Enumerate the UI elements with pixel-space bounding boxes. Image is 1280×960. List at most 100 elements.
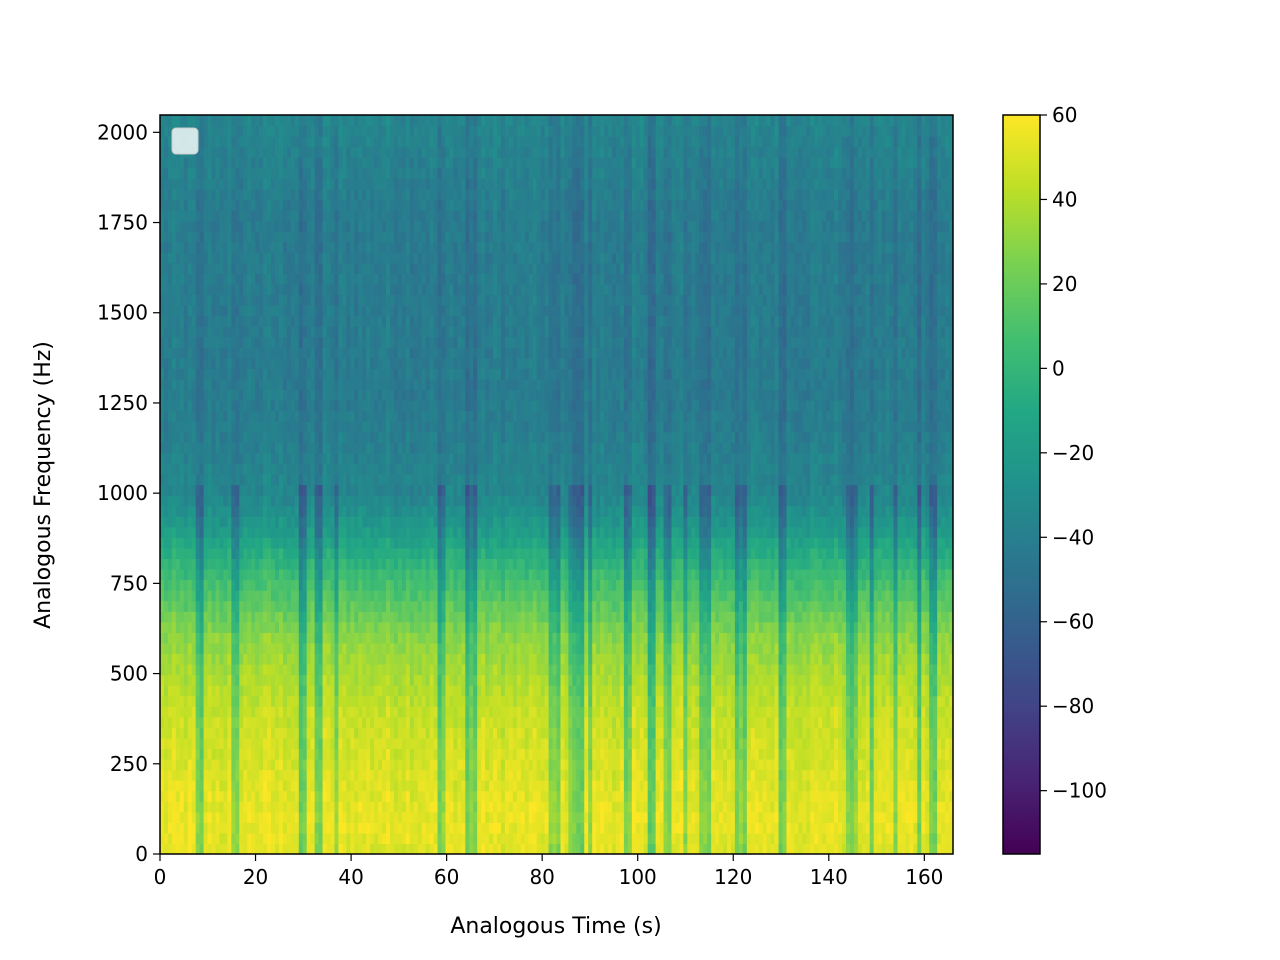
- heatmap-cell: [239, 326, 244, 338]
- heatmap-cell: [294, 347, 300, 359]
- heatmap-cell: [290, 748, 296, 760]
- heatmap-cell: [421, 273, 427, 285]
- heatmap-cell: [314, 727, 320, 739]
- heatmap-cell: [326, 537, 332, 549]
- heatmap-cell: [282, 463, 288, 475]
- heatmap-cell: [342, 199, 347, 211]
- heatmap-cell: [274, 769, 280, 781]
- heatmap-cell: [330, 368, 336, 380]
- heatmap-cell: [259, 495, 264, 507]
- heatmap-cell: [374, 790, 379, 802]
- heatmap-cell: [433, 378, 439, 391]
- heatmap-cell: [183, 632, 189, 644]
- heatmap-cell: [235, 442, 240, 454]
- heatmap-cell: [163, 780, 169, 792]
- heatmap-cell: [342, 442, 347, 454]
- heatmap-cell: [203, 748, 209, 760]
- heatmap-cell: [223, 516, 228, 528]
- heatmap-cell: [274, 442, 280, 454]
- heatmap-cell: [370, 400, 375, 412]
- heatmap-cell: [251, 252, 256, 264]
- heatmap-cell: [433, 463, 439, 475]
- heatmap-cell: [298, 336, 304, 348]
- heatmap-cell: [282, 157, 288, 169]
- heatmap-cell: [401, 611, 407, 623]
- heatmap-cell: [294, 146, 300, 158]
- heatmap-cell: [271, 663, 276, 676]
- heatmap-cell: [413, 663, 419, 676]
- heatmap-cell: [401, 305, 407, 317]
- heatmap-cell: [425, 442, 431, 454]
- heatmap-cell: [219, 178, 225, 190]
- heatmap-cell: [227, 758, 232, 771]
- heatmap-cell: [346, 716, 351, 728]
- heatmap-cell: [171, 568, 177, 581]
- heatmap-cell: [306, 685, 312, 697]
- heatmap-cell: [171, 315, 177, 327]
- heatmap-cell: [207, 178, 213, 190]
- heatmap-cell: [318, 136, 324, 148]
- heatmap-cell: [330, 421, 336, 433]
- heatmap-cell: [374, 663, 379, 676]
- heatmap-cell: [362, 642, 367, 655]
- heatmap-cell: [235, 790, 240, 802]
- heatmap-cell: [342, 336, 347, 348]
- heatmap-cell: [179, 431, 185, 443]
- heatmap-cell: [334, 801, 340, 813]
- heatmap-cell: [290, 558, 296, 570]
- heatmap-cell: [393, 378, 399, 391]
- heatmap-cell: [405, 178, 411, 190]
- heatmap-cell: [251, 136, 256, 148]
- heatmap-cell: [179, 442, 185, 454]
- heatmap-cell: [282, 642, 288, 655]
- heatmap-cell: [239, 431, 244, 443]
- heatmap-cell: [326, 748, 332, 760]
- heatmap-cell: [231, 294, 236, 306]
- heatmap-cell: [306, 790, 312, 802]
- heatmap-cell: [278, 811, 284, 823]
- heatmap-cell: [425, 558, 431, 570]
- heatmap-cell: [167, 452, 173, 464]
- heatmap-cell: [203, 663, 209, 676]
- heatmap-cell: [401, 568, 407, 581]
- heatmap-cell: [247, 590, 252, 602]
- heatmap-cell: [302, 146, 308, 158]
- heatmap-cell: [326, 737, 332, 750]
- heatmap-cell: [239, 199, 244, 211]
- heatmap-cell: [342, 769, 347, 781]
- heatmap-cell: [366, 674, 371, 686]
- heatmap-cell: [386, 136, 391, 148]
- heatmap-cell: [160, 178, 165, 190]
- heatmap-cell: [370, 326, 375, 338]
- heatmap-cell: [306, 431, 312, 443]
- heatmap-cell: [183, 558, 189, 570]
- heatmap-cell: [227, 748, 232, 760]
- heatmap-cell: [366, 410, 371, 422]
- heatmap-cell: [338, 125, 343, 137]
- heatmap-cell: [429, 188, 435, 201]
- heatmap-cell: [425, 336, 431, 348]
- heatmap-cell: [314, 748, 320, 760]
- heatmap-cell: [393, 368, 399, 380]
- heatmap-cell: [382, 178, 387, 190]
- heatmap-cell: [175, 262, 181, 274]
- heatmap-cell: [429, 442, 435, 454]
- heatmap-cell: [302, 210, 308, 222]
- heatmap-cell: [219, 716, 225, 728]
- heatmap-cell: [203, 737, 209, 750]
- heatmap-cell: [227, 452, 232, 464]
- heatmap-cell: [163, 590, 169, 602]
- heatmap-cell: [397, 780, 403, 792]
- heatmap-cell: [267, 822, 272, 834]
- heatmap-cell: [334, 115, 340, 127]
- heatmap-cell: [259, 273, 264, 285]
- heatmap-cell: [302, 283, 308, 296]
- heatmap-cell: [183, 495, 189, 507]
- heatmap-cell: [243, 811, 248, 823]
- heatmap-cell: [167, 347, 173, 359]
- heatmap-cell: [286, 558, 292, 570]
- heatmap-cell: [199, 294, 205, 306]
- heatmap-cell: [437, 843, 443, 854]
- heatmap-cell: [413, 632, 419, 644]
- heatmap-cell: [433, 136, 439, 148]
